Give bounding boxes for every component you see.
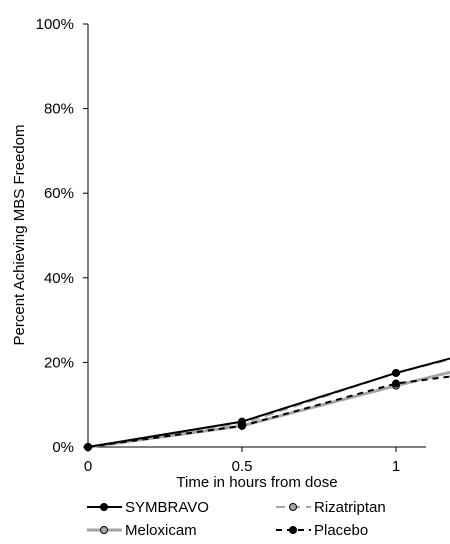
series-line-rizatriptan xyxy=(87,358,450,448)
legend-label-rizatriptan: Rizatriptan xyxy=(314,499,386,516)
y-axis-title: Percent Achieving MBS Freedom xyxy=(11,125,28,346)
legend-item-rizatriptan: Rizatriptan xyxy=(276,499,386,516)
data-point-placebo xyxy=(392,379,400,388)
legend-item-placebo: Placebo xyxy=(276,522,368,539)
y-tick-label: 0% xyxy=(52,439,74,456)
legend-label-placebo: Placebo xyxy=(314,522,368,539)
series-layer xyxy=(84,357,450,451)
chart-legend: SYMBRAVO Rizatriptan Meloxicam Placebo xyxy=(87,499,386,539)
y-tick-label: 60% xyxy=(44,185,74,202)
chart-axes xyxy=(87,24,426,448)
x-axis-title: Time in hours from dose xyxy=(176,474,337,491)
y-tick-label: 40% xyxy=(44,270,74,287)
legend-item-meloxicam: Meloxicam xyxy=(87,522,197,539)
x-tick-label: 0.5 xyxy=(232,458,253,475)
legend-label-symbravo: SYMBRAVO xyxy=(125,499,209,516)
series-line-symbravo xyxy=(87,357,450,448)
data-point-symbravo xyxy=(238,417,246,426)
series-line-meloxicam xyxy=(87,370,450,449)
legend-item-symbravo: SYMBRAVO xyxy=(87,499,209,516)
y-tick-label: 80% xyxy=(44,101,74,118)
y-tick-label: 100% xyxy=(36,16,74,33)
data-point-symbravo xyxy=(84,443,92,451)
series-line-placebo xyxy=(87,375,450,448)
data-point-symbravo xyxy=(392,368,400,377)
y-tick-label: 20% xyxy=(44,354,74,371)
x-tick-label: 1 xyxy=(392,458,400,475)
x-tick-label: 0 xyxy=(84,458,92,475)
x-ticks: 00.511.52 xyxy=(84,447,400,475)
legend-label-meloxicam: Meloxicam xyxy=(125,522,197,539)
y-ticks: 0% 20% 40% 60% 80% 100% xyxy=(36,16,88,456)
